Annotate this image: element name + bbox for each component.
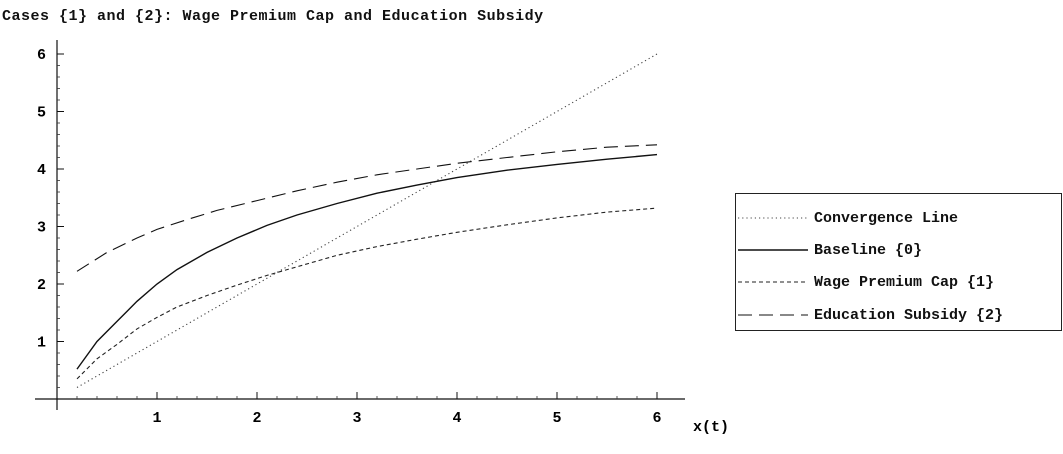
y-tick-label: 5	[37, 105, 46, 122]
legend-label: Convergence Line	[814, 209, 959, 227]
legend-label: Education Subsidy {2}	[814, 306, 1004, 324]
axes: 1 2 3 4 5 6 1 2 3 4 5 6	[35, 40, 685, 427]
legend-swatch	[738, 249, 808, 251]
x-tick-label: 3	[352, 410, 361, 427]
y-tick-label: 3	[37, 220, 46, 237]
x-tick-label: 1	[152, 410, 161, 427]
chart-title: Cases {1} and {2}: Wage Premium Cap and …	[2, 8, 544, 25]
legend-item: Education Subsidy {2}	[736, 305, 1003, 325]
legend-item: Baseline {0}	[736, 240, 922, 260]
y-tick-label: 6	[37, 47, 46, 64]
series-line-education-subsidy-2	[76, 144, 658, 272]
legend-swatch	[738, 217, 808, 219]
legend-label: Wage Premium Cap {1}	[814, 273, 995, 291]
series-line-convergence-line	[76, 53, 658, 388]
legend-swatch	[738, 314, 808, 316]
legend: Convergence Line Baseline {0} Wage Premium…	[735, 193, 1062, 331]
series-line-baseline-0	[76, 153, 658, 370]
x-tick-label: 4	[452, 410, 461, 427]
legend-item: Wage Premium Cap {1}	[736, 272, 994, 292]
y-tick-label: 2	[37, 277, 46, 294]
x-axis-label: x(t)	[693, 419, 729, 436]
legend-item: Convergence Line	[736, 208, 958, 228]
series-lines	[76, 53, 658, 388]
series-line-wage-premium-cap-1	[76, 207, 658, 380]
x-tick-label: 2	[252, 410, 261, 427]
legend-swatch	[738, 281, 808, 283]
x-tick-label: 6	[652, 410, 661, 427]
x-tick-label: 5	[552, 410, 561, 427]
y-tick-label: 1	[37, 335, 46, 352]
legend-label: Baseline {0}	[814, 241, 923, 259]
y-tick-label: 4	[37, 162, 46, 179]
